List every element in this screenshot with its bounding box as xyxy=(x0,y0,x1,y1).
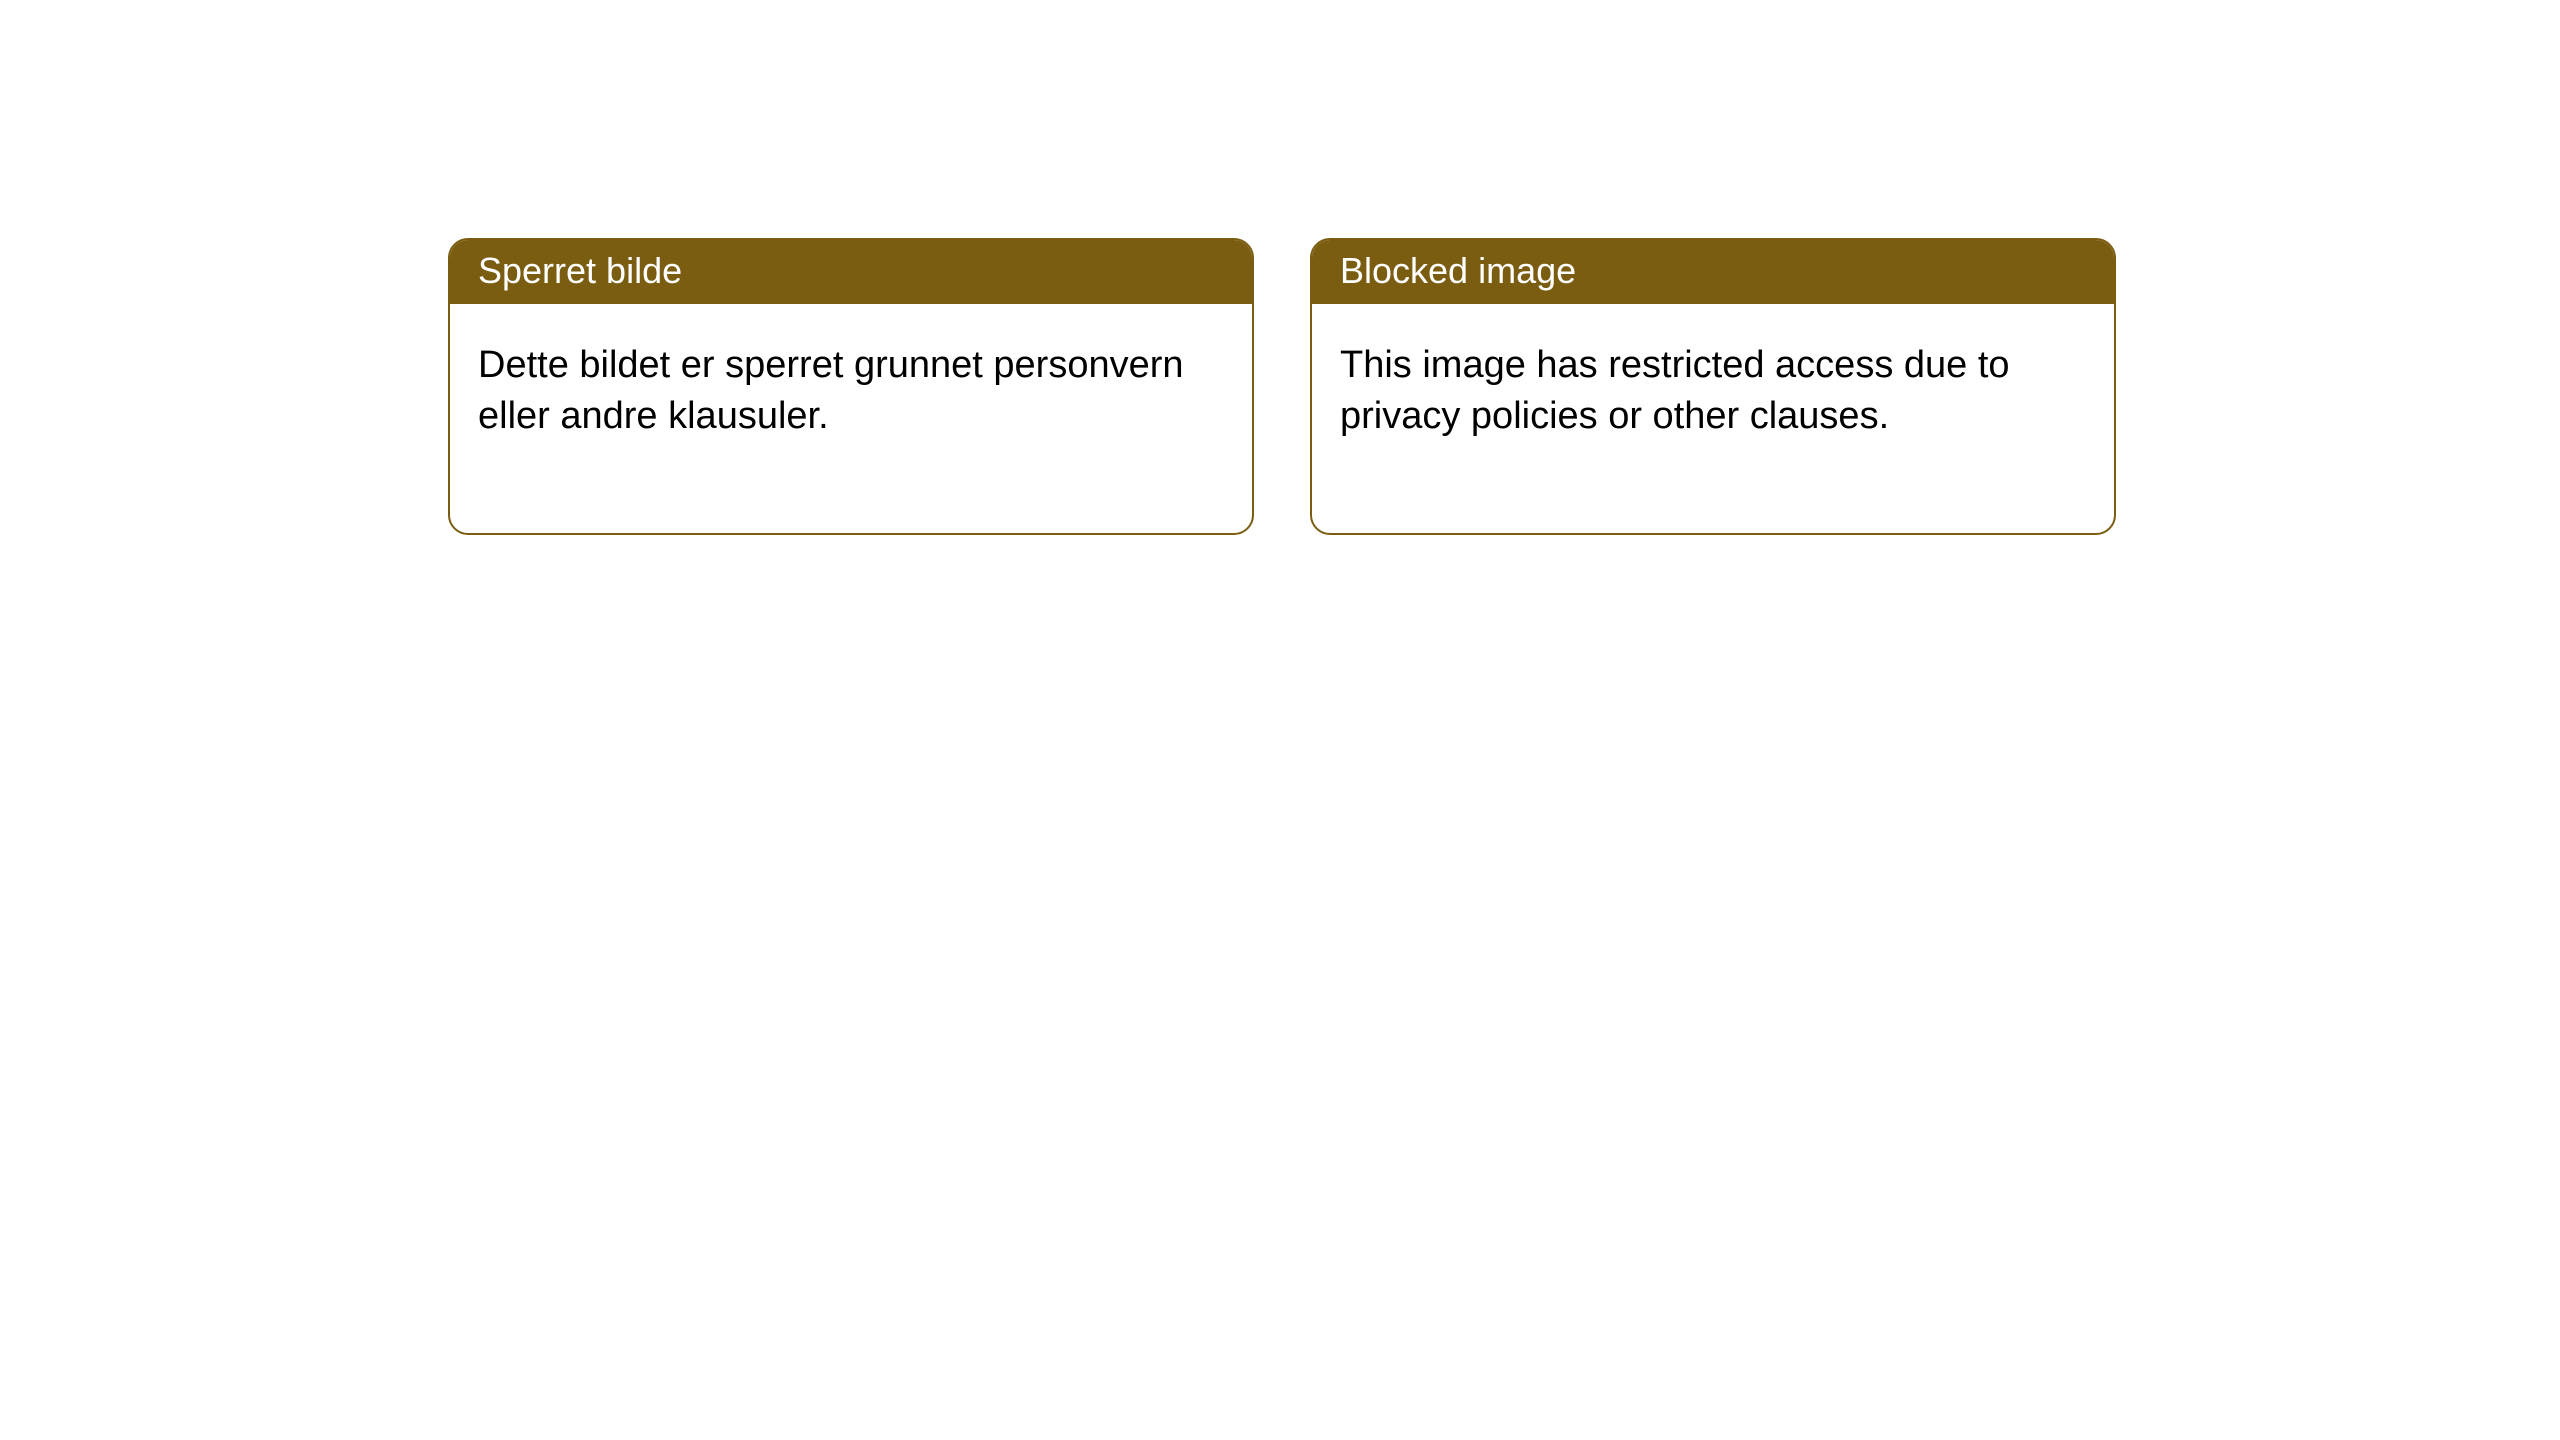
notice-card-norwegian: Sperret bilde Dette bildet er sperret gr… xyxy=(448,238,1254,535)
notice-title: Blocked image xyxy=(1312,240,2114,304)
notice-container: Sperret bilde Dette bildet er sperret gr… xyxy=(0,0,2560,535)
notice-body: This image has restricted access due to … xyxy=(1312,304,2114,533)
notice-card-english: Blocked image This image has restricted … xyxy=(1310,238,2116,535)
notice-body: Dette bildet er sperret grunnet personve… xyxy=(450,304,1252,533)
notice-title: Sperret bilde xyxy=(450,240,1252,304)
